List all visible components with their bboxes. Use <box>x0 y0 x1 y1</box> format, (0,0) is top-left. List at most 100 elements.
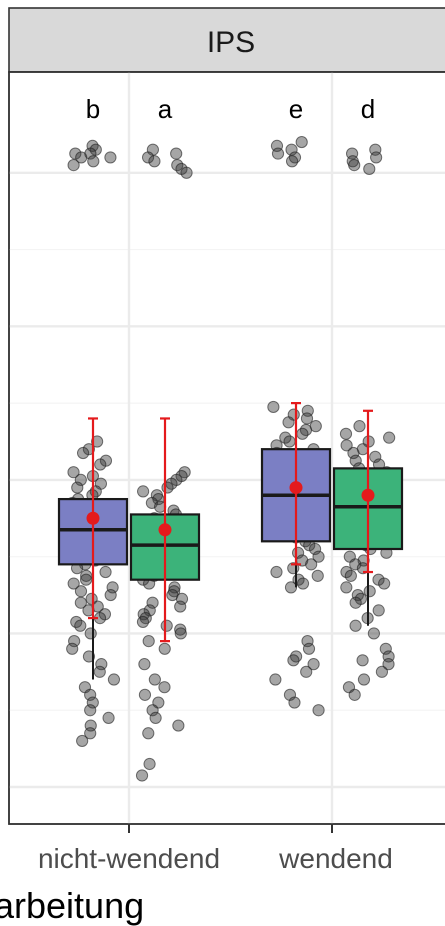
significance-letter: a <box>158 94 173 124</box>
data-point <box>106 581 119 594</box>
data-point <box>300 412 314 425</box>
data-point <box>367 627 380 640</box>
data-point <box>71 481 84 494</box>
data-point <box>302 642 316 655</box>
data-point <box>137 485 150 498</box>
data-point <box>69 147 82 160</box>
data-point <box>287 654 300 667</box>
mean-point <box>361 488 375 502</box>
data-point <box>84 688 97 701</box>
mean-point <box>289 481 303 495</box>
data-point <box>270 565 283 579</box>
data-point <box>160 619 173 632</box>
data-point <box>296 577 310 590</box>
data-point <box>76 734 89 748</box>
significance-letter: d <box>361 94 375 124</box>
data-point <box>168 581 181 594</box>
data-point <box>143 757 156 771</box>
data-point <box>383 431 396 444</box>
data-point <box>356 654 369 667</box>
mean-errorbars <box>86 402 375 643</box>
data-point <box>378 577 391 590</box>
data-point <box>161 481 174 494</box>
data-point <box>363 162 376 176</box>
plot-panel-border <box>8 71 445 825</box>
x-tick-label: wendend <box>278 843 393 874</box>
data-point <box>74 596 87 609</box>
data-point <box>301 635 314 648</box>
mean-point <box>86 511 100 525</box>
data-point <box>67 159 80 172</box>
data-point <box>86 139 99 153</box>
data-point <box>357 673 371 686</box>
x-tick-label: nicht-wendend <box>38 843 220 874</box>
x-axis-title: arbeitung <box>0 885 144 926</box>
data-point <box>288 696 301 709</box>
data-point <box>370 151 383 164</box>
data-point <box>180 166 193 179</box>
data-point <box>99 565 112 579</box>
data-point <box>267 400 280 414</box>
data-point <box>142 635 155 648</box>
data-point <box>148 155 161 168</box>
data-point <box>172 719 185 732</box>
significance-letter: b <box>86 94 100 124</box>
data-point <box>67 577 80 590</box>
data-point <box>87 155 100 168</box>
data-point <box>66 642 79 655</box>
data-point <box>104 588 117 602</box>
data-point <box>74 585 88 598</box>
data-point <box>348 688 361 701</box>
data-point <box>284 581 298 594</box>
data-point <box>308 542 322 556</box>
data-point <box>141 151 155 164</box>
data-point <box>84 627 97 640</box>
data-point <box>311 569 324 582</box>
data-point <box>307 658 320 671</box>
data-point <box>146 596 159 609</box>
facet-strip <box>8 7 445 73</box>
data-point <box>339 427 353 440</box>
data-point <box>82 650 96 663</box>
data-point <box>269 673 282 686</box>
data-point <box>282 416 295 429</box>
data-point <box>138 688 152 701</box>
data-point <box>136 615 150 629</box>
data-point <box>107 673 121 686</box>
data-point <box>68 635 81 648</box>
data-point <box>348 159 361 172</box>
plot-panel <box>8 71 445 825</box>
data-point <box>76 446 90 460</box>
data-point <box>174 600 187 613</box>
mean-point <box>158 523 172 537</box>
data-point <box>347 446 360 460</box>
data-point <box>349 454 362 467</box>
data-point <box>271 147 285 160</box>
data-point <box>175 592 189 605</box>
data-point <box>305 558 318 571</box>
data-point <box>283 435 296 448</box>
data-point <box>379 642 392 655</box>
data-point <box>135 769 149 782</box>
data-point <box>67 466 80 479</box>
data-point <box>80 573 93 586</box>
data-point <box>80 569 93 582</box>
data-point <box>143 604 156 617</box>
data-point <box>142 727 155 740</box>
data-point <box>285 155 299 168</box>
data-point <box>295 135 308 149</box>
data-point <box>312 550 325 563</box>
significance-letter: e <box>289 94 303 124</box>
data-point <box>296 427 309 440</box>
data-point <box>158 642 171 655</box>
data-point <box>84 147 97 160</box>
data-point <box>340 439 353 452</box>
data-point <box>312 704 325 717</box>
data-point <box>94 458 107 471</box>
data-point <box>86 696 99 709</box>
data-point <box>349 596 362 609</box>
data-point <box>382 658 395 671</box>
data-point <box>158 681 171 694</box>
data-point <box>146 704 159 717</box>
